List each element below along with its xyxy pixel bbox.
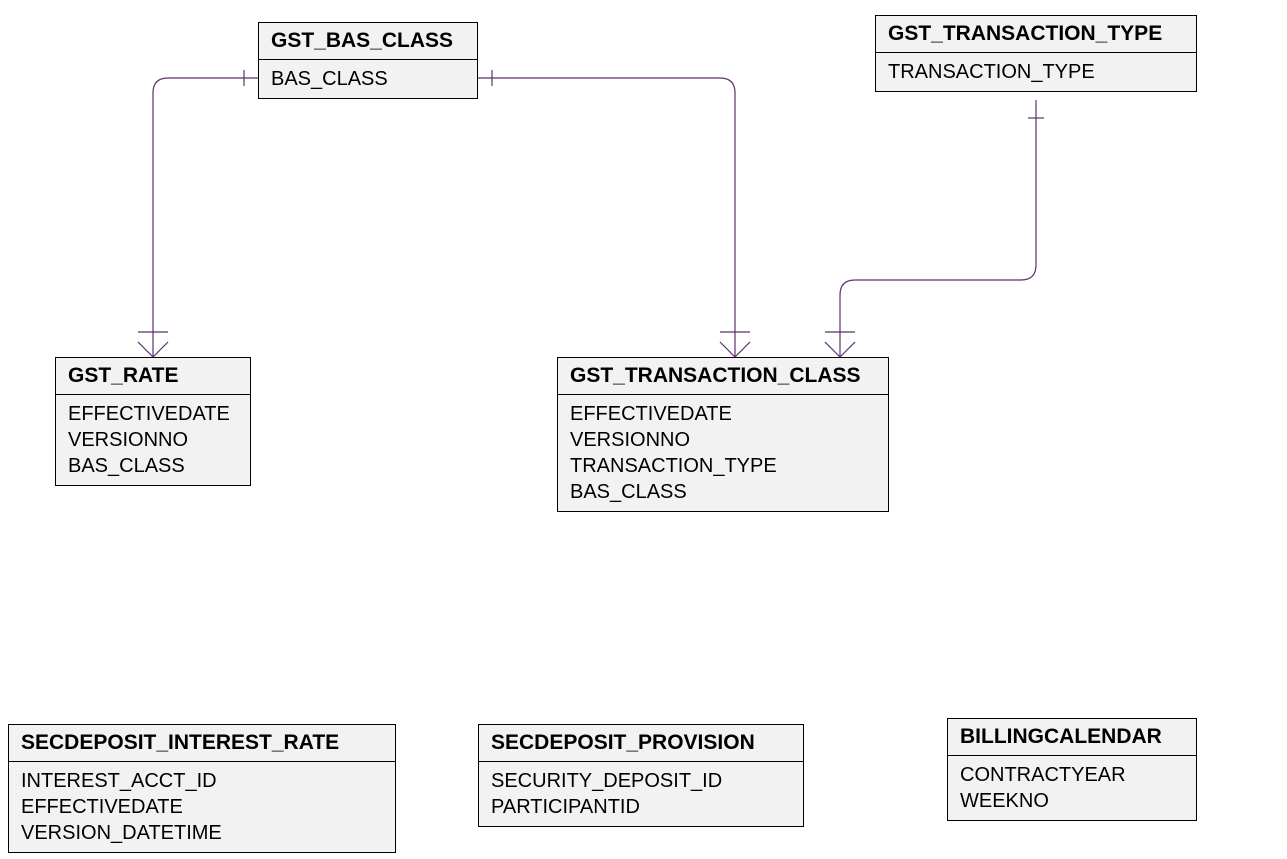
entity-field: VERSION_DATETIME bbox=[21, 820, 383, 846]
entity-body: SECURITY_DEPOSIT_ID PARTICIPANTID bbox=[479, 762, 803, 826]
entity-field: BAS_CLASS bbox=[271, 66, 465, 92]
entity-gst-rate: GST_RATE EFFECTIVEDATE VERSIONNO BAS_CLA… bbox=[55, 357, 251, 486]
entity-title: GST_RATE bbox=[56, 358, 250, 395]
entity-field: BAS_CLASS bbox=[68, 453, 238, 479]
entity-field: PARTICIPANTID bbox=[491, 794, 791, 820]
entity-billingcalendar: BILLINGCALENDAR CONTRACTYEAR WEEKNO bbox=[947, 718, 1197, 821]
entity-title: GST_TRANSACTION_TYPE bbox=[876, 16, 1196, 53]
entity-field: BAS_CLASS bbox=[570, 479, 876, 505]
entity-title: BILLINGCALENDAR bbox=[948, 719, 1196, 756]
entity-field: EFFECTIVEDATE bbox=[570, 401, 876, 427]
entity-field: CONTRACTYEAR bbox=[960, 762, 1184, 788]
entity-secdeposit-interest-rate: SECDEPOSIT_INTEREST_RATE INTEREST_ACCT_I… bbox=[8, 724, 396, 853]
entity-gst-transaction-type: GST_TRANSACTION_TYPE TRANSACTION_TYPE bbox=[875, 15, 1197, 92]
entity-body: CONTRACTYEAR WEEKNO bbox=[948, 756, 1196, 820]
entity-field: INTEREST_ACCT_ID bbox=[21, 768, 383, 794]
entity-field: VERSIONNO bbox=[68, 427, 238, 453]
entity-body: EFFECTIVEDATE VERSIONNO TRANSACTION_TYPE… bbox=[558, 395, 888, 511]
entity-gst-bas-class: GST_BAS_CLASS BAS_CLASS bbox=[258, 22, 478, 99]
entity-field: TRANSACTION_TYPE bbox=[888, 59, 1184, 85]
entity-title: GST_TRANSACTION_CLASS bbox=[558, 358, 888, 395]
entity-title: SECDEPOSIT_PROVISION bbox=[479, 725, 803, 762]
entity-field: EFFECTIVEDATE bbox=[68, 401, 238, 427]
entity-secdeposit-provision: SECDEPOSIT_PROVISION SECURITY_DEPOSIT_ID… bbox=[478, 724, 804, 827]
entity-body: TRANSACTION_TYPE bbox=[876, 53, 1196, 91]
entity-gst-transaction-class: GST_TRANSACTION_CLASS EFFECTIVEDATE VERS… bbox=[557, 357, 889, 512]
entity-field: EFFECTIVEDATE bbox=[21, 794, 383, 820]
entity-body: INTEREST_ACCT_ID EFFECTIVEDATE VERSION_D… bbox=[9, 762, 395, 852]
entity-field: VERSIONNO bbox=[570, 427, 876, 453]
entity-title: SECDEPOSIT_INTEREST_RATE bbox=[9, 725, 395, 762]
entity-field: TRANSACTION_TYPE bbox=[570, 453, 876, 479]
entity-body: EFFECTIVEDATE VERSIONNO BAS_CLASS bbox=[56, 395, 250, 485]
entity-title: GST_BAS_CLASS bbox=[259, 23, 477, 60]
entity-body: BAS_CLASS bbox=[259, 60, 477, 98]
entity-field: SECURITY_DEPOSIT_ID bbox=[491, 768, 791, 794]
entity-field: WEEKNO bbox=[960, 788, 1184, 814]
